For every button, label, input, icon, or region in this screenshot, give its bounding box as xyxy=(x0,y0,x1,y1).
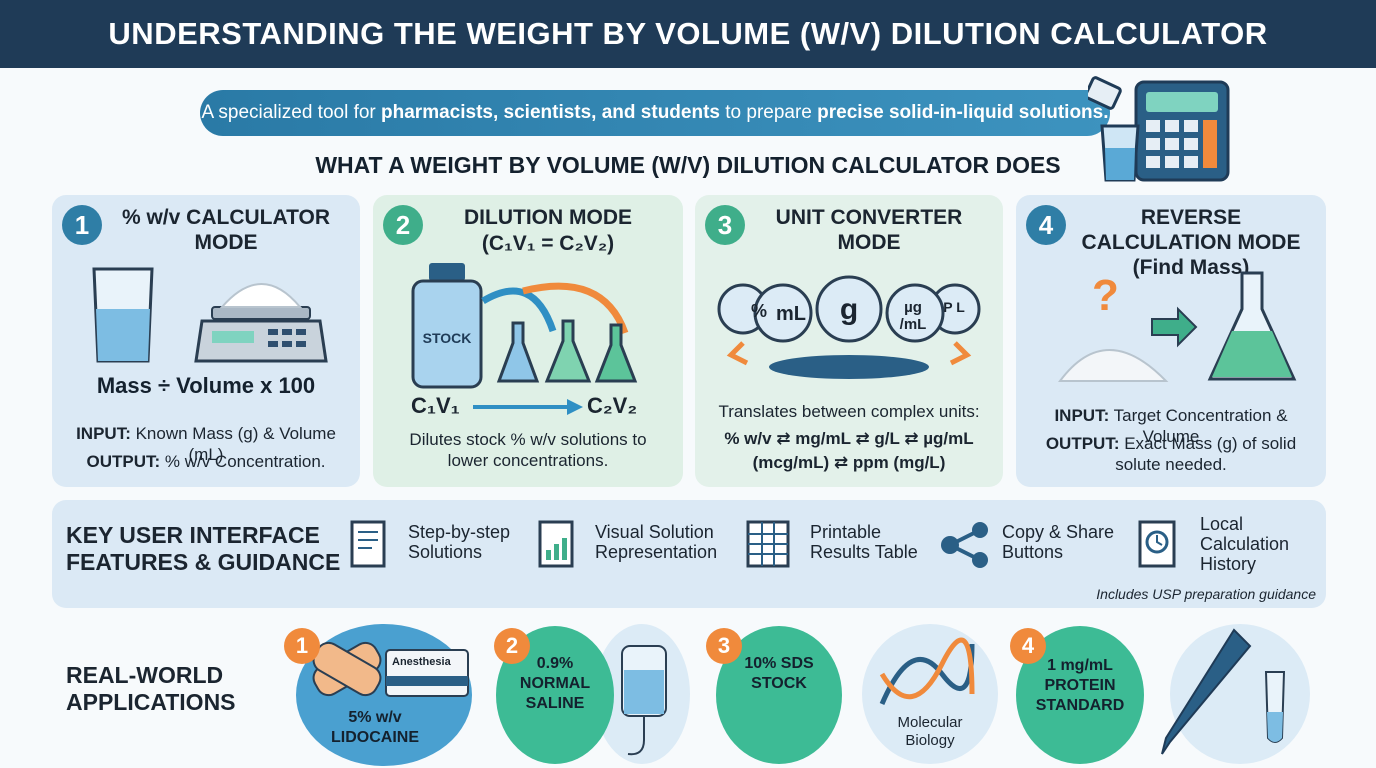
mode-number: 1 xyxy=(62,205,102,245)
mode-title: UNIT CONVERTER MODE xyxy=(775,206,963,254)
section-heading: WHAT A WEIGHT BY VOLUME (W/V) DILUTION C… xyxy=(315,152,1061,178)
banner: A specialized tool for pharmacists, scie… xyxy=(200,90,1110,136)
app-caption: Molecular Biology xyxy=(897,714,963,749)
text: Target Concentration & Volume xyxy=(1113,406,1288,446)
label: INPUT: xyxy=(76,424,131,443)
question-mark: ? xyxy=(1092,271,1119,320)
app-number: 4 xyxy=(1010,628,1046,664)
mode-description: Dilutes stock % w/v solutions to lower c… xyxy=(409,430,647,470)
mode-number: 4 xyxy=(1026,205,1066,245)
feature-icon xyxy=(350,520,386,568)
feature-item: Step-by-step Solutions xyxy=(408,522,511,562)
mode-card: 2 DILUTION MODE (C₁V₁ = C₂V₂) STOCK C₁V₁… xyxy=(373,195,683,487)
title-bar: UNDERSTANDING THE WEIGHT BY VOLUME (W/V)… xyxy=(0,0,1376,68)
dial-label: P L xyxy=(943,299,965,315)
dilution-to: C₂V₂ xyxy=(587,393,638,418)
mode-title: REVERSE CALCULATION MODE (Find Mass) xyxy=(1081,206,1301,279)
dilution-from: C₁V₁ xyxy=(411,393,460,418)
mode-input: INPUT: Known Mass (g) & Volume (mL) xyxy=(60,423,352,465)
app-label: 10% SDS STOCK xyxy=(744,655,814,692)
feature-icon xyxy=(941,522,988,568)
mode-card: 3 UNIT CONVERTER MODE % mL g µg /mL P L … xyxy=(695,195,1003,487)
features-note: Includes USP preparation guidance xyxy=(1096,586,1316,602)
bandage-icon xyxy=(312,641,469,697)
dna-icon xyxy=(879,637,975,705)
applications-title: REAL-WORLD APPLICATIONS xyxy=(66,662,236,715)
mode-output: OUTPUT: % w/v Concentration. xyxy=(60,451,352,472)
text: Exact Mass (g) of solid solute needed. xyxy=(1115,434,1297,474)
feature-icon xyxy=(1138,520,1176,568)
feature-item: Local Calculation History xyxy=(1200,514,1290,574)
label: OUTPUT: xyxy=(86,452,161,471)
mode-title: % w/v CALCULATOR MODE xyxy=(121,206,331,254)
mode-title: DILUTION MODE xyxy=(464,206,632,229)
title: UNDERSTANDING THE WEIGHT BY VOLUME (W/V)… xyxy=(108,16,1268,51)
beaker-scale-icon xyxy=(92,267,328,363)
unit-list: % w/v ⇄ mg/mL ⇄ g/L ⇄ µg/mL (mcg/mL) ⇄ p… xyxy=(724,429,974,472)
app-number: 1 xyxy=(284,628,320,664)
arrow xyxy=(473,399,583,415)
dial-label: mL xyxy=(776,303,806,325)
reverse-icon xyxy=(1058,271,1297,382)
label: INPUT: xyxy=(1054,406,1110,425)
banner-text: to prepare xyxy=(719,102,818,123)
mode-card: 4 REVERSE CALCULATION MODE (Find Mass) ?… xyxy=(1016,195,1326,487)
app-number: 3 xyxy=(706,628,742,664)
converter-icon xyxy=(717,275,981,379)
feature-item: Visual Solution Representation xyxy=(595,522,718,562)
dilution-icon xyxy=(411,263,638,389)
feature-icon xyxy=(746,520,790,568)
banner-text: A specialized tool for xyxy=(201,102,382,123)
app-tag: Anesthesia xyxy=(392,656,451,668)
mode-description: Translates between complex units: xyxy=(718,402,980,421)
app-number: 2 xyxy=(494,628,530,664)
mode-input: INPUT: Target Concentration & Volume xyxy=(1024,405,1318,447)
app-label: 5% w/v LIDOCAINE xyxy=(331,709,419,746)
app-label: 0.9% NORMAL SALINE xyxy=(519,655,591,712)
dial-label: g xyxy=(839,293,859,326)
mode-number: 3 xyxy=(705,205,745,245)
text: % w/v Concentration. xyxy=(164,452,326,471)
mode-subtitle: (C₁V₁ = C₂V₂) xyxy=(481,232,615,255)
features-panel: KEY USER INTERFACE FEATURES & GUIDANCE S… xyxy=(52,500,1326,608)
iv-bag-icon xyxy=(621,645,667,756)
feature-item: Printable Results Table xyxy=(810,522,918,562)
formula: Mass ÷ Volume x 100 xyxy=(96,373,316,398)
dial-label: µg /mL xyxy=(899,299,927,333)
feature-item: Copy & Share Buttons xyxy=(1002,522,1115,562)
banner-text: pharmacists, scientists, and students xyxy=(381,102,720,123)
text: Known Mass (g) & Volume (mL) xyxy=(135,424,336,464)
mode-card: 1 % w/v CALCULATOR MODE Mass ÷ Volume x … xyxy=(52,195,360,487)
features-title: KEY USER INTERFACE FEATURES & GUIDANCE xyxy=(66,522,341,575)
dial-label: % xyxy=(750,301,767,321)
calculator-icon xyxy=(1088,76,1230,182)
mode-output: OUTPUT: Exact Mass (g) of solid solute n… xyxy=(1036,433,1306,475)
label: OUTPUT: xyxy=(1045,434,1120,453)
app-label: 1 mg/mL PROTEIN STANDARD xyxy=(1035,657,1125,714)
pipette-icon xyxy=(1161,628,1286,755)
mode-number: 2 xyxy=(383,205,423,245)
bottle-label: STOCK xyxy=(422,330,472,346)
feature-icon xyxy=(538,520,574,568)
banner-text: precise solid-in-liquid solutions. xyxy=(817,102,1109,123)
